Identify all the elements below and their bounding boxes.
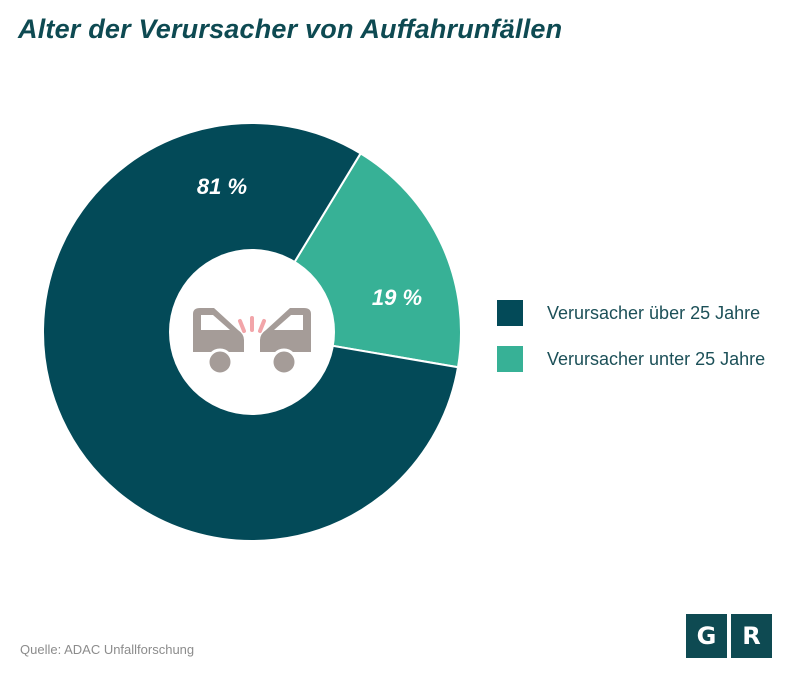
slice-label: 81 %	[197, 174, 247, 199]
car-collision-icon	[193, 308, 311, 376]
gr-logo: G R	[686, 614, 772, 658]
slice-label: 19 %	[372, 285, 422, 310]
chart-title: Alter der Verursacher von Auffahrunfälle…	[18, 14, 563, 44]
logo-letter: G	[686, 614, 727, 658]
chart-legend: Verursacher über 25 Jahre Verursacher un…	[497, 296, 765, 388]
legend-label: Verursacher unter 25 Jahre	[547, 348, 766, 369]
legend-item-over-25: Verursacher über 25 Jahre	[497, 296, 765, 330]
legend-swatch	[497, 346, 523, 372]
legend-swatch	[497, 300, 523, 326]
legend-label: Verursacher über 25 Jahre	[547, 302, 761, 323]
logo-letter: R	[731, 614, 772, 658]
legend-item-under-25: Verursacher unter 25 Jahre	[497, 342, 765, 376]
source-note: Quelle: ADAC Unfallforschung	[20, 642, 195, 657]
